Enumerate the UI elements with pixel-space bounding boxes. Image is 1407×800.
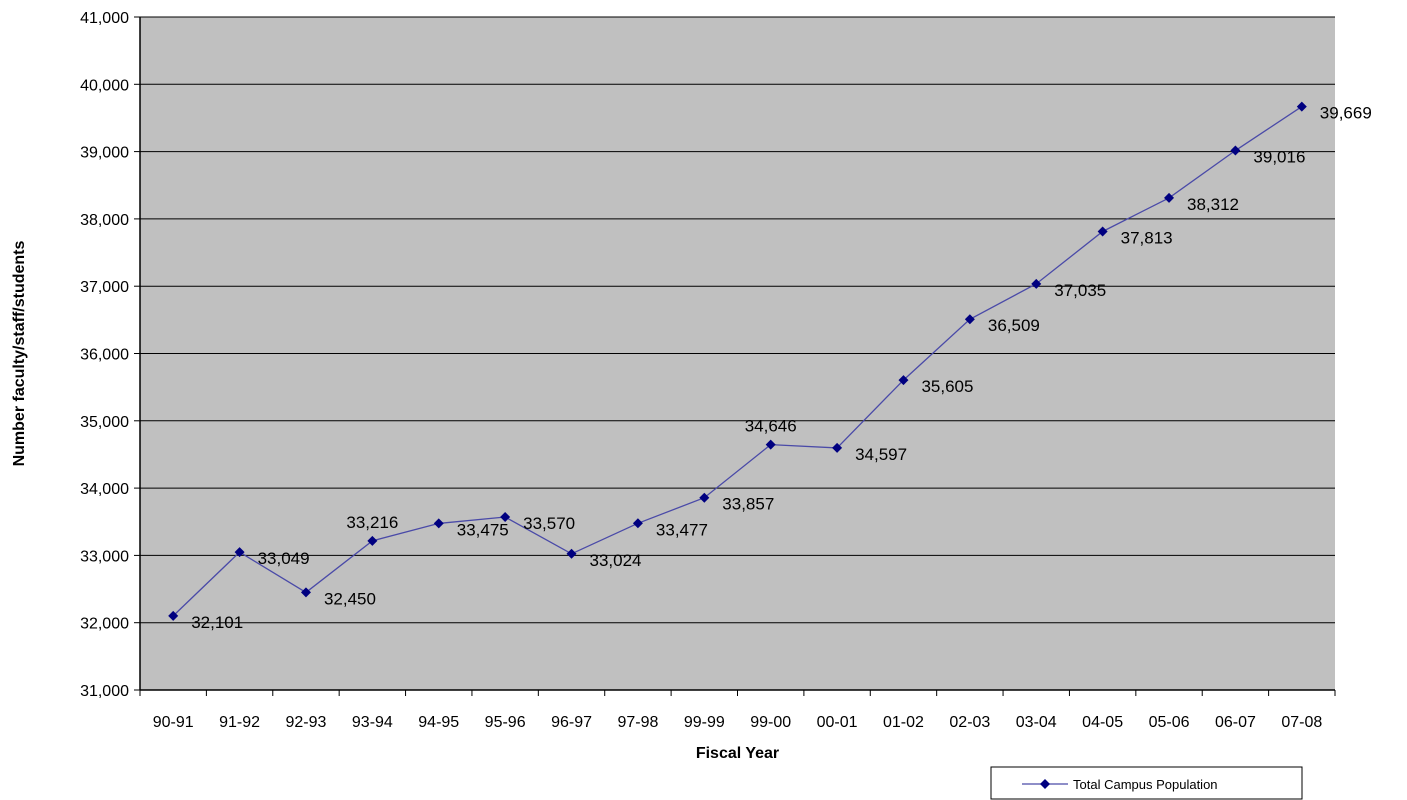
x-tick-label: 90-91 <box>153 714 194 731</box>
data-label: 33,477 <box>656 520 708 539</box>
gridlines <box>140 16 1335 624</box>
data-point-marker <box>566 548 577 559</box>
y-tick-label: 33,000 <box>80 548 129 565</box>
y-tick-label: 41,000 <box>80 10 129 27</box>
data-label: 33,216 <box>346 513 398 532</box>
data-point-marker <box>1164 192 1175 203</box>
x-tick-label: 91-92 <box>219 714 260 731</box>
x-tick-label: 93-94 <box>352 714 393 731</box>
data-point-marker <box>367 535 378 546</box>
x-tick-label: 00-01 <box>817 714 858 731</box>
data-label: 37,035 <box>1054 281 1106 300</box>
x-tick-label: 07-08 <box>1281 714 1322 731</box>
y-tick-label: 32,000 <box>80 616 129 633</box>
data-label: 33,475 <box>457 520 509 539</box>
data-label: 33,049 <box>258 549 310 568</box>
y-tick-label: 35,000 <box>80 414 129 431</box>
series-total-campus-population <box>168 101 1307 621</box>
data-point-marker <box>234 547 245 558</box>
data-label: 39,016 <box>1253 148 1305 167</box>
data-point-marker <box>500 512 511 523</box>
data-label: 33,024 <box>590 551 642 570</box>
data-point-marker <box>964 314 975 325</box>
data-label: 35,605 <box>921 377 973 396</box>
y-tick-label: 38,000 <box>80 212 129 229</box>
y-tick-label: 37,000 <box>80 279 129 296</box>
axes: 31,000 32,000 33,000 34,000 35,000 36,000 37,0… <box>80 10 1336 731</box>
y-tick-label: 40,000 <box>80 77 129 94</box>
legend-diamond-marker <box>1040 779 1050 789</box>
data-point-marker <box>1230 145 1241 156</box>
data-point-marker <box>699 492 710 503</box>
x-tick-label: 03-04 <box>1016 714 1057 731</box>
x-tick-label: 06-07 <box>1215 714 1256 731</box>
legend: Total Campus Population <box>990 766 1303 800</box>
series-line <box>172 106 1303 617</box>
data-point-marker <box>433 518 444 529</box>
y-axis-title: Number faculty/staff/students <box>11 240 28 466</box>
data-label: 33,570 <box>523 514 575 533</box>
data-point-marker <box>765 439 776 450</box>
x-tick-label: 92-93 <box>286 714 327 731</box>
data-point-marker <box>1031 278 1042 289</box>
x-tick-label: 96-97 <box>551 714 592 731</box>
data-label: 37,813 <box>1121 228 1173 247</box>
data-label: 36,509 <box>988 316 1040 335</box>
x-axis-title: Fiscal Year <box>696 745 779 762</box>
data-labels: 32,101 33,049 32,450 33,216 33,475 33,570 33,0… <box>191 104 1372 632</box>
x-tick-label: 04-05 <box>1082 714 1123 731</box>
data-point-marker <box>1296 101 1307 112</box>
x-tick-label: 97-98 <box>617 714 658 731</box>
y-tick-label: 31,000 <box>80 683 129 700</box>
x-tick-label: 02-03 <box>949 714 990 731</box>
data-label: 33,857 <box>722 495 774 514</box>
x-tick-label: 05-06 <box>1149 714 1190 731</box>
data-point-marker <box>898 375 909 386</box>
data-label: 32,450 <box>324 589 376 608</box>
data-label: 34,646 <box>745 417 797 436</box>
y-tick-label: 34,000 <box>80 481 129 498</box>
y-tick-label: 39,000 <box>80 145 129 162</box>
data-point-marker <box>300 587 311 598</box>
x-tick-label: 01-02 <box>883 714 924 731</box>
data-label: 34,597 <box>855 445 907 464</box>
x-tick-label: 99-00 <box>750 714 791 731</box>
x-tick-label: 94-95 <box>418 714 459 731</box>
data-point-marker <box>168 610 179 621</box>
legend-entry-label: Total Campus Population <box>1073 777 1218 792</box>
x-tick-label: 95-96 <box>485 714 526 731</box>
data-label: 32,101 <box>191 613 243 632</box>
data-point-marker <box>832 442 843 453</box>
data-label: 38,312 <box>1187 195 1239 214</box>
data-label: 39,669 <box>1320 104 1372 123</box>
x-tick-label: 99-99 <box>684 714 725 731</box>
data-point-marker <box>632 518 643 529</box>
y-tick-label: 36,000 <box>80 347 129 364</box>
data-point-marker <box>1097 226 1108 237</box>
